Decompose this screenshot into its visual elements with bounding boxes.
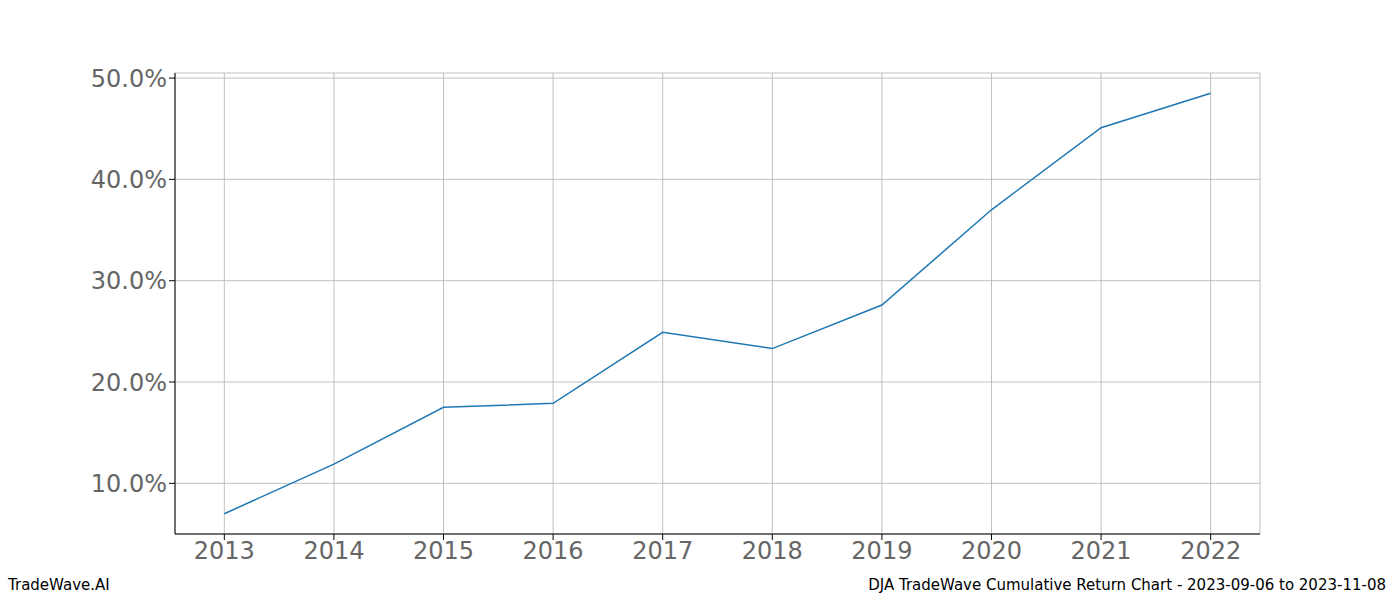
svg-text:2022: 2022 xyxy=(1180,537,1241,565)
svg-text:40.0%: 40.0% xyxy=(91,166,167,194)
svg-text:2016: 2016 xyxy=(523,537,584,565)
svg-text:2018: 2018 xyxy=(742,537,803,565)
svg-text:2017: 2017 xyxy=(632,537,693,565)
svg-text:30.0%: 30.0% xyxy=(91,267,167,295)
svg-text:2013: 2013 xyxy=(194,537,255,565)
svg-text:2015: 2015 xyxy=(413,537,474,565)
html-text:TradeWave.AI: TradeWave.AI xyxy=(8,576,110,594)
svg-text:2021: 2021 xyxy=(1071,537,1132,565)
svg-text:20.0%: 20.0% xyxy=(91,369,167,397)
svg-text:2014: 2014 xyxy=(303,537,364,565)
svg-text:50.0%: 50.0% xyxy=(91,65,167,93)
svg-text:10.0%: 10.0% xyxy=(91,470,167,498)
html-text:DJA TradeWave Cumulative Retur: DJA TradeWave Cumulative Return Chart - … xyxy=(868,576,1386,594)
svg-text:2019: 2019 xyxy=(851,537,912,565)
svg-text:2020: 2020 xyxy=(961,537,1022,565)
